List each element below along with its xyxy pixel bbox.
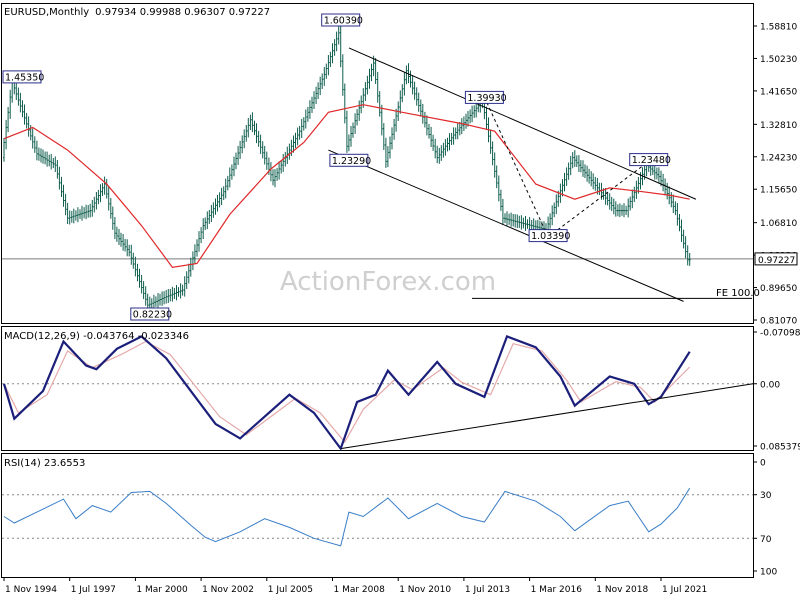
price-panel-title: EURUSD,Monthly 0.97934 0.99988 0.96307 0.… [4,7,270,18]
macd-signal-line [3,340,691,444]
price-annotation-label: 1.60390 [324,16,363,27]
price-panel-frame [1,3,754,324]
rsi-y-tick-label: 0 [760,459,766,469]
rsi-layer: 100 70 30 0 [2,459,777,578]
fe-100-label: FE 100.0 [716,288,760,299]
x-axis-tick-label: 1 Jul 1997 [71,585,116,595]
moving-average-line [3,104,690,268]
price-annotation: 1.03390 [528,229,570,243]
x-axis-tick-label: 1 Jul 2005 [268,585,313,595]
price-annotation-box [130,307,170,321]
x-axis-tick-label: 1 Jul 2013 [465,585,510,595]
ohlc-values: 0.97934 0.99988 0.96307 0.97227 [95,7,270,18]
macd-y-tick-label: -0.070989 [760,329,800,339]
price-y-tick-label: 1.06810 [760,219,797,229]
x-axis-tick-label: 1 Mar 2008 [334,585,386,595]
price-annotation-label: 1.23290 [332,156,371,167]
price-annotation: 1.45350 [2,70,44,84]
price-layer: 1.58810 1.50230 1.41650 1.32810 1.24230 1.156… [2,13,798,327]
rsi-y-tick-label: 70 [760,535,772,545]
price-annotation-label: 1.39930 [467,93,506,104]
price-y-tick-label: 1.50230 [760,55,797,65]
projection-dashed-line [547,161,649,238]
projection-dashed-line [483,96,549,238]
price-annotation-label: 1.03390 [531,231,570,242]
macd-y-tick-label: 0.00 [760,380,780,390]
rsi-y-tick-label: 100 [760,568,777,578]
price-annotation-box [329,153,369,167]
macd-layer: 0.085379 0.00 -0.070989 [2,329,800,453]
price-y-tick-label: 1.32810 [760,121,797,131]
price-annotation-box [629,153,669,167]
rsi-panel-frame [1,453,754,578]
price-annotation: 0.82230 [130,307,172,321]
current-price-tag [754,252,798,266]
channel-lower-line [328,149,684,302]
price-y-tick-label: 1.41650 [760,87,797,97]
axis-layer: 1 Nov 1994 1 Jul 1997 1 Mar 2000 1 Nov 2002… [3,577,707,595]
price-annotation-box [2,70,42,84]
macd-y-tick-label: 0.085379 [760,443,800,453]
macd-panel-title: MACD(12,26,9) -0.043764 -0.023346 [4,331,189,342]
macd-line [2,334,691,451]
macd-panel-frame [1,326,754,451]
price-annotation: 1.39930 [464,90,507,104]
x-axis-tick-label: 1 Mar 2016 [531,585,583,595]
price-annotation: 1.23290 [329,153,371,167]
price-annotation-label: 0.82230 [133,310,172,321]
watermark: ActionForex.com [280,267,496,297]
price-annotation-box [528,229,568,243]
x-axis-tick-label: 1 Mar 2000 [136,585,188,595]
price-annotation-label: 1.23480 [632,155,671,166]
price-annotation: 1.23480 [629,153,671,167]
x-axis-tick-label: 1 Nov 1994 [5,585,57,595]
x-axis-tick-label: 1 Nov 2010 [399,585,451,595]
price-annotation-box [464,90,504,104]
rsi-panel-title: RSI(14) 23.6553 [4,458,85,469]
rsi-line [3,487,691,547]
symbol-timeframe: EURUSD,Monthly [4,7,89,18]
price-y-tick-label: 0.89650 [760,284,797,294]
channel-upper-line [348,47,697,200]
x-axis-tick-label: 1 Jul 2021 [662,585,707,595]
price-annotation: 1.60390 [321,13,363,27]
macd-trendline [340,383,754,450]
price-annotation-label: 1.45350 [5,72,44,83]
price-y-tick-label: 0.81070 [760,317,797,327]
price-y-tick-label: 1.24230 [760,153,797,163]
x-axis-tick-label: 1 Nov 2002 [202,585,254,595]
price-annotation-box [321,13,361,27]
price-y-tick-label: 1.15650 [760,186,797,196]
current-price-label: 0.97227 [758,256,795,266]
x-axis-tick-label: 1 Nov 2018 [596,585,648,595]
price-y-tick-label: 1.58810 [760,23,797,33]
rsi-y-tick-label: 30 [760,491,772,501]
